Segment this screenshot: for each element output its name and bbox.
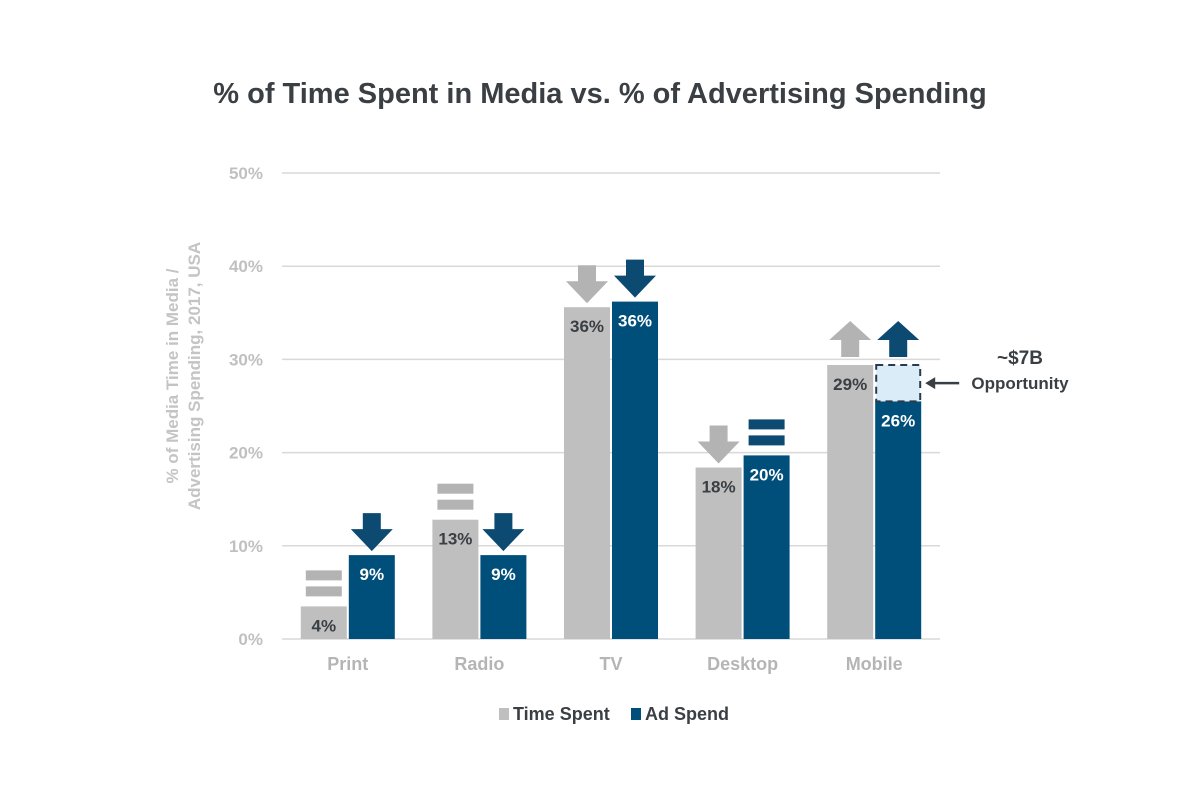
ad-spend-bar-desktop [743, 455, 790, 639]
data-label: 20% [750, 465, 784, 484]
x-tick-label: Mobile [846, 654, 903, 674]
y-tick-label: 0% [238, 630, 263, 649]
trend-up-icon [877, 320, 920, 357]
trend-equal-icon [305, 586, 342, 597]
time-spent-bar-radio [432, 519, 479, 639]
ad-spend-bar-print [348, 555, 395, 639]
time-spent-bar-tv [564, 307, 610, 639]
x-tick-label: Desktop [707, 654, 778, 674]
legend-swatch-time-spent [499, 708, 509, 720]
data-label: 4% [312, 616, 337, 635]
opportunity-label: Opportunity [971, 374, 1069, 393]
x-tick-label: TV [599, 654, 622, 674]
legend-label-time-spent: Time Spent [513, 704, 610, 724]
x-tick-label: Radio [454, 654, 504, 674]
trend-down-icon [566, 265, 608, 304]
trend-down-icon [482, 513, 525, 552]
time-spent-bar-mobile [827, 364, 874, 639]
data-label: 18% [702, 478, 736, 497]
y-tick-label: 30% [229, 350, 263, 369]
chart-title: % of Time Spent in Media vs. % of Advert… [213, 78, 987, 110]
opportunity-box [875, 363, 922, 403]
data-label: 9% [360, 565, 385, 584]
legend-label-ad-spend: Ad Spend [645, 704, 729, 724]
trend-equal-icon [437, 499, 474, 510]
trend-equal-icon [437, 483, 474, 494]
trend-equal-icon [748, 435, 785, 446]
x-tick-label: Print [327, 654, 368, 674]
legend-swatch-ad-spend [631, 708, 641, 720]
data-label: 9% [491, 565, 516, 584]
data-label: 26% [881, 411, 915, 430]
y-tick-label: 50% [229, 164, 263, 183]
y-axis-label: % of Media Time in Media / Advertising Sp… [163, 242, 204, 510]
trend-down-icon [350, 513, 393, 552]
ad-spend-bar-radio [480, 555, 527, 639]
y-tick-label: 10% [229, 537, 263, 556]
y-tick-label: 20% [229, 444, 263, 463]
y-tick-label: 40% [229, 257, 263, 276]
data-label: 13% [438, 530, 472, 549]
opportunity-arrowhead [925, 377, 936, 390]
trend-equal-icon [305, 570, 342, 581]
opportunity-value: ~$7B [997, 348, 1043, 369]
ad-spend-bar-mobile [875, 401, 922, 639]
trend-down-icon [614, 259, 656, 298]
time-spent-bar-desktop [695, 467, 742, 639]
ad-spend-bar-tv [612, 301, 658, 639]
trend-equal-icon [748, 419, 785, 430]
trend-down-icon [697, 425, 740, 464]
data-label: 36% [570, 317, 604, 336]
data-label: 36% [618, 312, 652, 331]
time-spent-bar-print [300, 606, 347, 639]
data-label: 29% [833, 375, 867, 394]
trend-up-icon [829, 320, 872, 357]
